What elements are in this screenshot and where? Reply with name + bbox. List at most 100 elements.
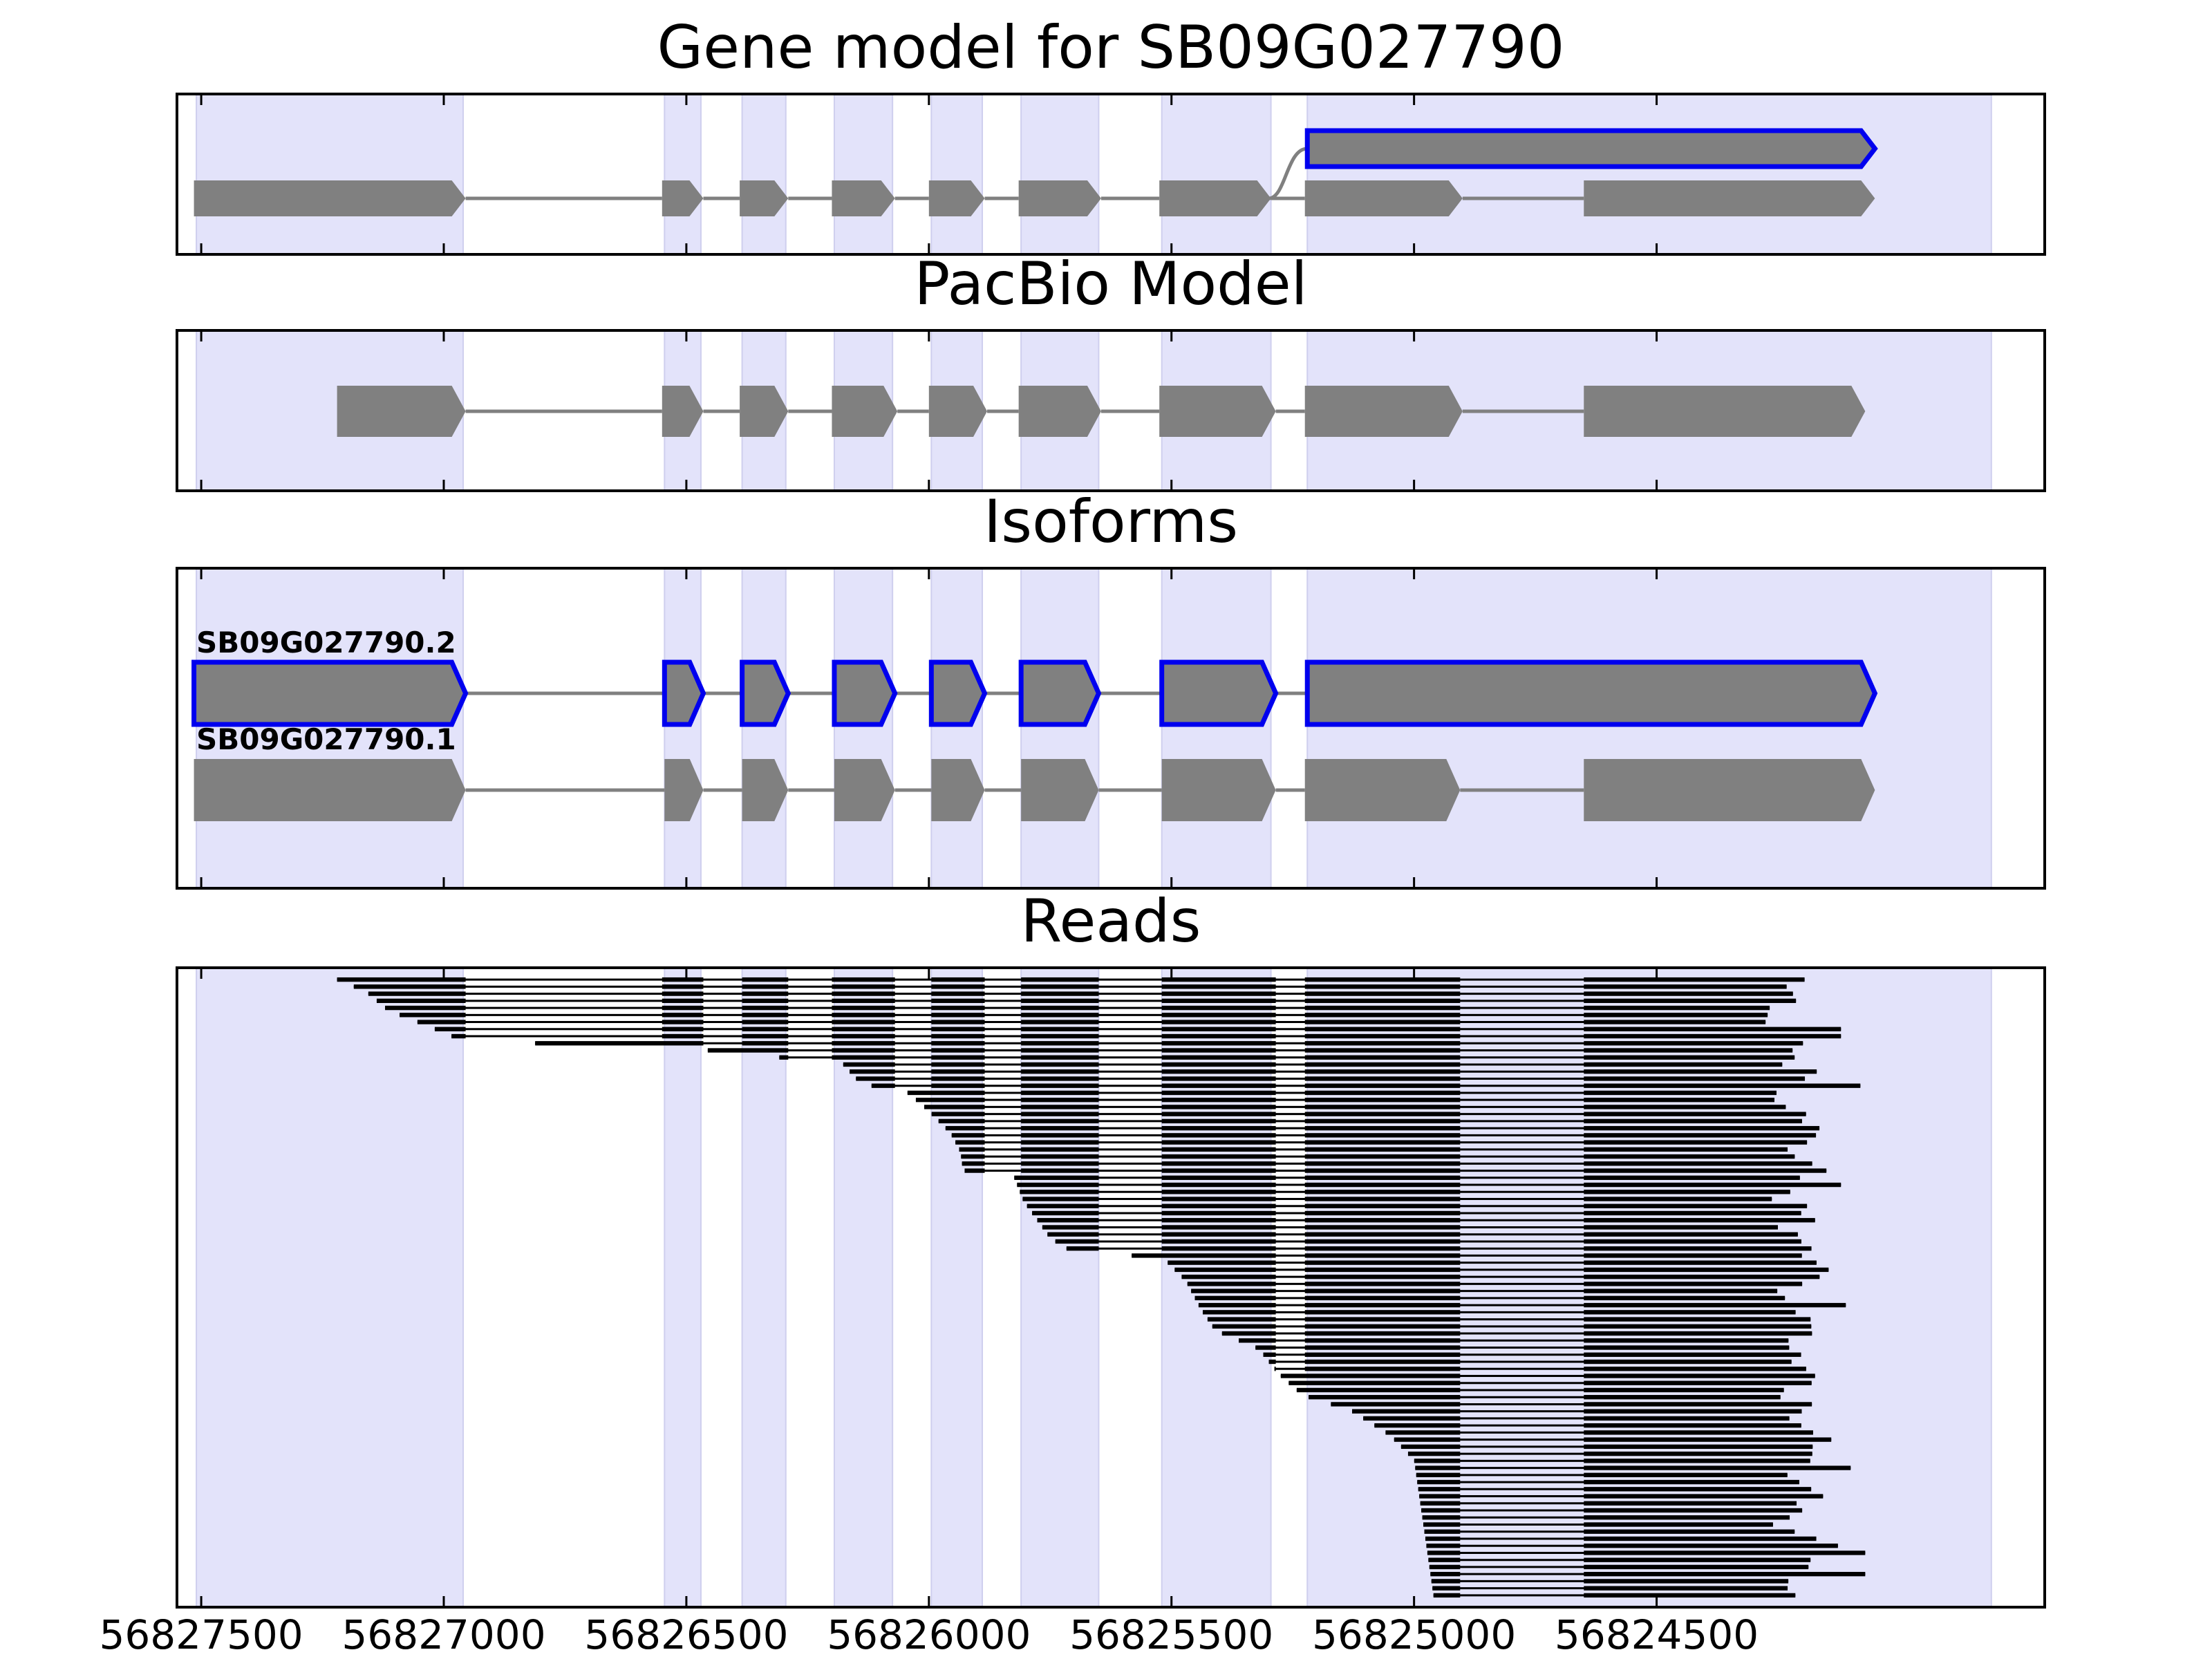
read-block <box>1407 1451 1461 1456</box>
read-block <box>1421 1508 1461 1513</box>
read-block <box>1021 1125 1099 1131</box>
read-block <box>1584 998 1797 1004</box>
exon-shading-band <box>741 967 787 1608</box>
read-block <box>1161 984 1276 989</box>
read <box>1280 1374 1815 1378</box>
read-block <box>1304 1033 1461 1039</box>
read-block <box>1417 1479 1461 1485</box>
read-block <box>1584 1041 1803 1046</box>
read-block <box>1304 1175 1461 1180</box>
read-block <box>1304 1027 1461 1031</box>
panel-title: Isoforms <box>984 487 1238 556</box>
panel-3: Isoforms SB09G027790.2 SB09G027790.1 <box>176 487 2046 890</box>
read <box>850 1069 1817 1074</box>
read-block <box>1021 1076 1099 1081</box>
read-block <box>832 1048 895 1053</box>
read <box>955 1140 1808 1145</box>
read-block <box>1161 1182 1276 1188</box>
read-block <box>1017 1182 1099 1188</box>
read-block <box>1132 1253 1276 1258</box>
read-block <box>742 1005 789 1011</box>
read-block <box>1161 1225 1276 1230</box>
read-block <box>1584 1529 1795 1534</box>
exon-block <box>194 759 466 821</box>
read-block <box>1304 1041 1461 1046</box>
read-block <box>1363 1416 1461 1421</box>
read-block <box>931 984 985 989</box>
read-block <box>368 991 466 996</box>
read-block <box>1288 1380 1461 1385</box>
exon-block <box>1161 759 1276 821</box>
read-block <box>832 991 895 996</box>
read-block <box>1419 1494 1461 1499</box>
read-block <box>1584 1190 1790 1194</box>
exon-shading-band <box>741 93 787 255</box>
exon-block <box>1159 180 1271 216</box>
read-block <box>1161 1020 1276 1024</box>
exon-block <box>337 386 466 437</box>
exon-block <box>194 180 466 216</box>
exon-shading-band <box>1161 568 1272 889</box>
read-block <box>915 1098 985 1103</box>
read-block <box>931 977 985 982</box>
read-block <box>1584 1154 1795 1159</box>
read-block <box>1198 1302 1276 1308</box>
exon-block <box>1304 180 1463 216</box>
read-block <box>1304 1118 1461 1124</box>
read <box>451 1033 1841 1039</box>
read-block <box>662 991 704 996</box>
highlighted-exon <box>1159 659 1279 727</box>
exon-shading-band <box>930 568 984 889</box>
exon-block <box>1584 759 1875 821</box>
read-block <box>1584 1451 1812 1456</box>
read-block <box>931 1020 985 1024</box>
read-block <box>779 1055 789 1060</box>
exon-shading-band <box>930 967 984 1608</box>
read <box>1429 1564 1809 1570</box>
read-block <box>1027 1203 1099 1208</box>
exon-shading-band <box>930 93 984 255</box>
read-block <box>1304 1090 1461 1096</box>
read-block <box>832 1033 895 1039</box>
read-block <box>1021 1027 1099 1031</box>
read-block <box>1584 1098 1775 1103</box>
read-block <box>742 991 789 996</box>
read-block <box>1584 1571 1866 1577</box>
read-block <box>1304 1048 1461 1053</box>
read-block <box>1304 1239 1461 1244</box>
read-block <box>1584 1210 1801 1216</box>
read-block <box>1021 1055 1099 1060</box>
read-block <box>1584 1083 1861 1088</box>
read-block <box>1304 1359 1461 1365</box>
read-block <box>1304 1062 1461 1067</box>
read-block <box>1584 1487 1812 1492</box>
read-block <box>1584 1444 1813 1450</box>
read-block <box>1304 1161 1461 1166</box>
read <box>1027 1203 1808 1208</box>
panel-2: PacBio Model <box>176 250 2046 492</box>
read-block <box>1161 1048 1276 1053</box>
read-block <box>1415 1465 1461 1470</box>
read-block <box>1304 1260 1461 1265</box>
read-block <box>1584 1550 1866 1555</box>
read <box>1400 1444 1813 1450</box>
read-block <box>1021 1062 1099 1067</box>
read-block <box>662 1033 704 1039</box>
exon-shading-band <box>1161 93 1272 255</box>
read-block <box>1584 1182 1841 1188</box>
read-block <box>1161 1118 1276 1124</box>
read-block <box>1584 1033 1841 1039</box>
read-block <box>1584 1374 1815 1378</box>
read-block <box>742 1020 789 1024</box>
read-block <box>1161 1168 1276 1173</box>
read-block <box>961 1154 985 1159</box>
read-block <box>938 1118 985 1124</box>
read-block <box>1584 1359 1792 1365</box>
read-block <box>1255 1345 1276 1350</box>
read-block <box>832 1013 895 1018</box>
read-block <box>1584 1515 1790 1520</box>
read <box>1417 1479 1799 1485</box>
read <box>1174 1267 1829 1273</box>
read-block <box>1021 1161 1099 1166</box>
highlighted-exon <box>191 659 469 727</box>
